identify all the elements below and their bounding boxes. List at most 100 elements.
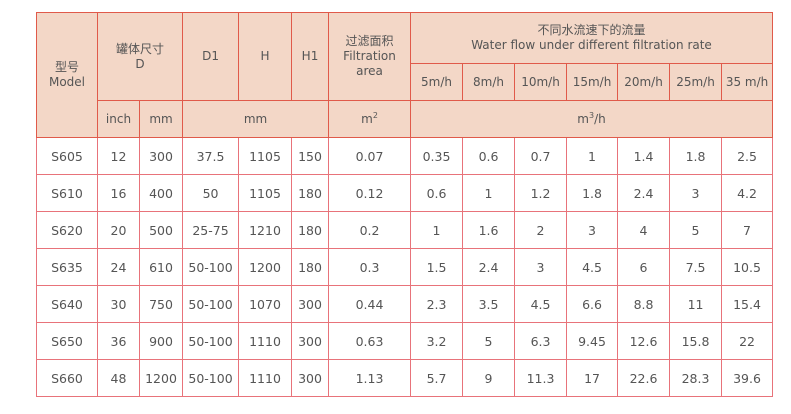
table-cell: 1200 — [238, 248, 293, 286]
table-cell: 2.4 — [617, 174, 671, 212]
unit-area-sup: 2 — [372, 110, 378, 120]
table-cell: 1 — [410, 211, 464, 249]
table-cell: 1110 — [238, 359, 293, 397]
table-cell: 50-100 — [182, 322, 240, 360]
table-row: S640 30 750 50-100 1070 300 0.44 2.3 3.5 4.5 6.6 8.… — [36, 285, 774, 323]
flow-zh: 不同水流速下的流量 — [537, 23, 646, 37]
table-cell: 12.6 — [617, 322, 671, 360]
header-d1: D1 — [182, 12, 240, 101]
table-cell: 4.5 — [566, 248, 619, 286]
table-cell: 1105 — [238, 137, 293, 175]
table-cell: 180 — [291, 211, 330, 249]
table-cell: 20 — [97, 211, 140, 249]
table-cell: 50-100 — [182, 248, 240, 286]
table-cell: 150 — [291, 137, 330, 175]
table-cell: 9 — [462, 359, 516, 397]
table-cell: 10.5 — [721, 248, 774, 286]
table-cell: 0.3 — [328, 248, 412, 286]
model-cell: S650 — [36, 322, 98, 360]
table-cell: 8.8 — [617, 285, 671, 323]
table-cell: 1.8 — [566, 174, 619, 212]
table-cell: 4.2 — [721, 174, 774, 212]
table-cell: 22.6 — [617, 359, 671, 397]
table-cell: 0.12 — [328, 174, 412, 212]
unit-area-base: m — [361, 111, 373, 126]
table-cell: 3 — [566, 211, 619, 249]
model-cell: S635 — [36, 248, 98, 286]
table-cell: 1 — [566, 137, 619, 175]
rate-header: 20m/h — [617, 63, 671, 101]
table-cell: 400 — [138, 174, 184, 212]
table-cell: 6 — [617, 248, 671, 286]
table-cell: 9.45 — [566, 322, 619, 360]
model-cell: S660 — [36, 359, 98, 397]
table-cell: 15.8 — [669, 322, 723, 360]
table-cell: 1.13 — [328, 359, 412, 397]
table-cell: 48 — [97, 359, 140, 397]
table-cell: 50-100 — [182, 285, 240, 323]
table-row: S620 20 500 25-75 1210 180 0.2 1 1.6 2 3 4 5 7 — [36, 211, 774, 249]
table-cell: 0.44 — [328, 285, 412, 323]
model-cell: S610 — [36, 174, 98, 212]
table-cell: 1070 — [238, 285, 293, 323]
model-cell: S640 — [36, 285, 98, 323]
table-cell: 37.5 — [182, 137, 240, 175]
flow-en: Water flow under different filtration ra… — [471, 38, 712, 52]
table-cell: 1105 — [238, 174, 293, 212]
table-cell: 3.5 — [462, 285, 516, 323]
tank-size-en: D — [135, 56, 145, 71]
table-cell: 180 — [291, 248, 330, 286]
table-row: S610 16 400 50 1105 180 0.12 0.6 1 1.2 1.8 2.4 3 4.2 — [36, 174, 774, 212]
rate-header: 35 m/h — [721, 63, 774, 101]
unit-flow-sup: 3 — [589, 110, 595, 120]
table-cell: 300 — [291, 359, 330, 397]
unit-mm-dims: mm — [182, 100, 330, 138]
area-en1: Filtration — [343, 49, 396, 63]
table-row: S605 12 300 37.5 1105 150 0.07 0.35 0.6 0.7 1 1.4 1.… — [36, 137, 774, 175]
table-cell: 50 — [182, 174, 240, 212]
table-cell: 6.3 — [514, 322, 568, 360]
model-en: Model — [48, 75, 86, 89]
table-cell: 12 — [97, 137, 140, 175]
table-cell: 25-75 — [182, 211, 240, 249]
header-h1: H1 — [291, 12, 330, 101]
rate-header: 5m/h — [410, 63, 464, 101]
table-cell: 1110 — [238, 322, 293, 360]
table-cell: 24 — [97, 248, 140, 286]
table-cell: 1.2 — [514, 174, 568, 212]
table-cell: 3.2 — [410, 322, 464, 360]
table-cell: 17 — [566, 359, 619, 397]
table-cell: 11.3 — [514, 359, 568, 397]
table-row: S660 48 1200 50-100 1110 300 1.13 5.7 9 11.3 17 22.… — [36, 359, 774, 397]
model-cell: S620 — [36, 211, 98, 249]
unit-area: m2 — [328, 100, 412, 138]
table-cell: 11 — [669, 285, 723, 323]
table-cell: 900 — [138, 322, 184, 360]
table-cell: 610 — [138, 248, 184, 286]
table-cell: 39.6 — [721, 359, 774, 397]
table-cell: 50-100 — [182, 359, 240, 397]
header-h: H — [238, 12, 293, 101]
table-row: S650 36 900 50-100 1110 300 0.63 3.2 5 6.3 9.45 12.… — [36, 322, 774, 360]
unit-mm: mm — [138, 100, 184, 138]
table-cell: 7.5 — [669, 248, 723, 286]
header-area: 过滤面积 Filtration area — [328, 12, 412, 101]
table-cell: 3 — [669, 174, 723, 212]
table-cell: 0.6 — [462, 137, 516, 175]
table-cell: 4 — [617, 211, 671, 249]
table-cell: 1200 — [138, 359, 184, 397]
unit-flow-tail: /h — [594, 111, 606, 126]
unit-inch: inch — [97, 100, 140, 138]
header-model: 型号 Model — [36, 12, 98, 138]
table-cell: 2.5 — [721, 137, 774, 175]
unit-flow-base: m — [577, 111, 589, 126]
table-cell: 180 — [291, 174, 330, 212]
header-flow: 不同水流速下的流量 Water flow under different filt… — [410, 12, 774, 64]
table-cell: 0.2 — [328, 211, 412, 249]
table-cell: 1.8 — [669, 137, 723, 175]
table-cell: 0.07 — [328, 137, 412, 175]
rate-header: 8m/h — [462, 63, 516, 101]
tank-size-zh: 罐体尺寸 — [116, 41, 165, 56]
table-row: S635 24 610 50-100 1200 180 0.3 1.5 2.4 3 4.5 6 7.5 1… — [36, 248, 774, 286]
model-zh: 型号 — [54, 60, 79, 74]
